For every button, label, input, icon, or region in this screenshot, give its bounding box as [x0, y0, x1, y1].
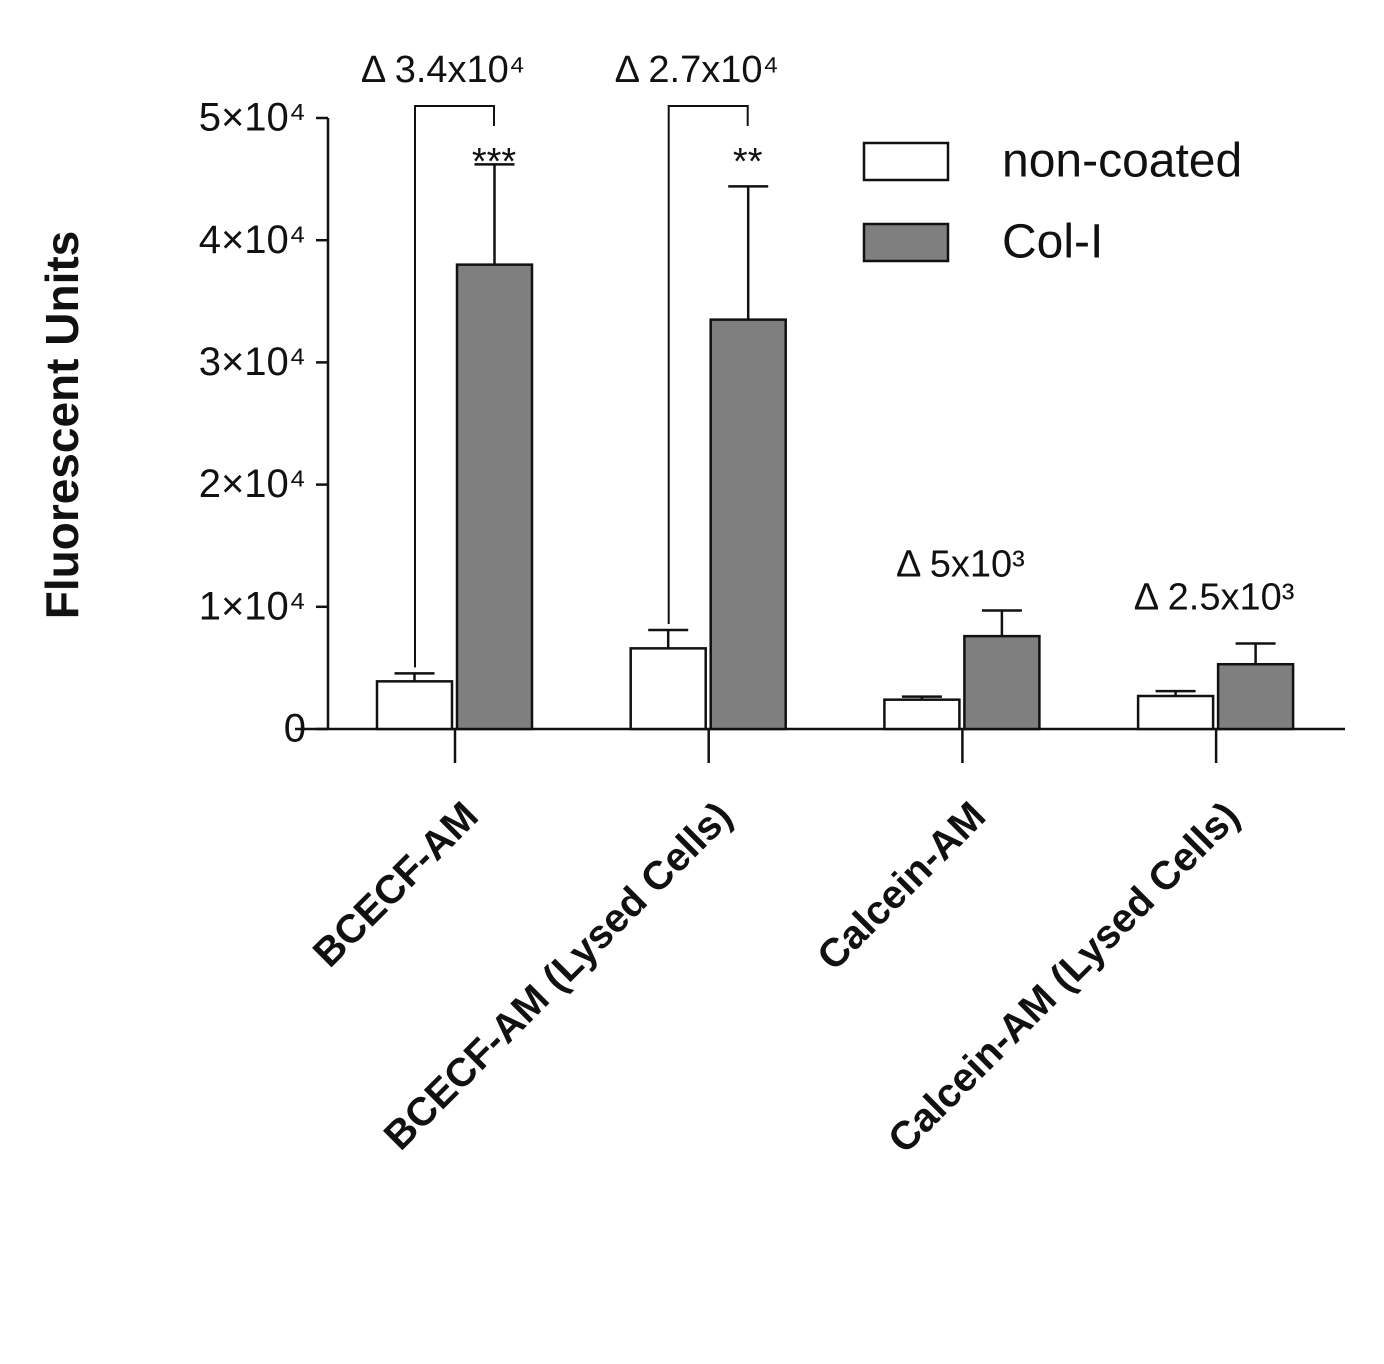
y-tick-label: 3×10⁴	[199, 340, 306, 384]
bracket	[414, 105, 495, 668]
bar	[1136, 694, 1215, 731]
annotation: Δ 3.4x10⁴	[361, 49, 525, 91]
y-tick-label: 5×10⁴	[199, 96, 306, 140]
bar	[455, 263, 534, 731]
legend-swatch	[862, 141, 950, 182]
annotation: ***	[472, 141, 517, 183]
y-tick-label: 4×10⁴	[199, 218, 306, 262]
bar	[963, 634, 1041, 731]
bar	[883, 698, 961, 731]
annotation: **	[733, 141, 763, 183]
y-tick-label: 0	[284, 707, 306, 751]
bar	[375, 680, 454, 731]
x-tick-label: BCECF-AM	[305, 794, 487, 976]
y-tick-label: 2×10⁴	[199, 462, 306, 506]
bracket	[667, 105, 749, 625]
x-tick-label: Calcein-AM	[809, 794, 994, 979]
annotation: Δ 2.5x10³	[1134, 576, 1295, 618]
y-tick-label: 1×10⁴	[199, 584, 306, 628]
y-axis-title: Fluorescent Units	[36, 231, 88, 620]
legend-label: non-coated	[1002, 135, 1242, 188]
legend-swatch	[862, 222, 950, 263]
annotation: Δ 5x10³	[896, 543, 1025, 585]
bar	[1216, 662, 1295, 731]
legend-label: Col-I	[1002, 216, 1103, 269]
bar	[709, 318, 787, 731]
annotation: Δ 2.7x10⁴	[615, 49, 779, 91]
bar	[629, 647, 707, 731]
